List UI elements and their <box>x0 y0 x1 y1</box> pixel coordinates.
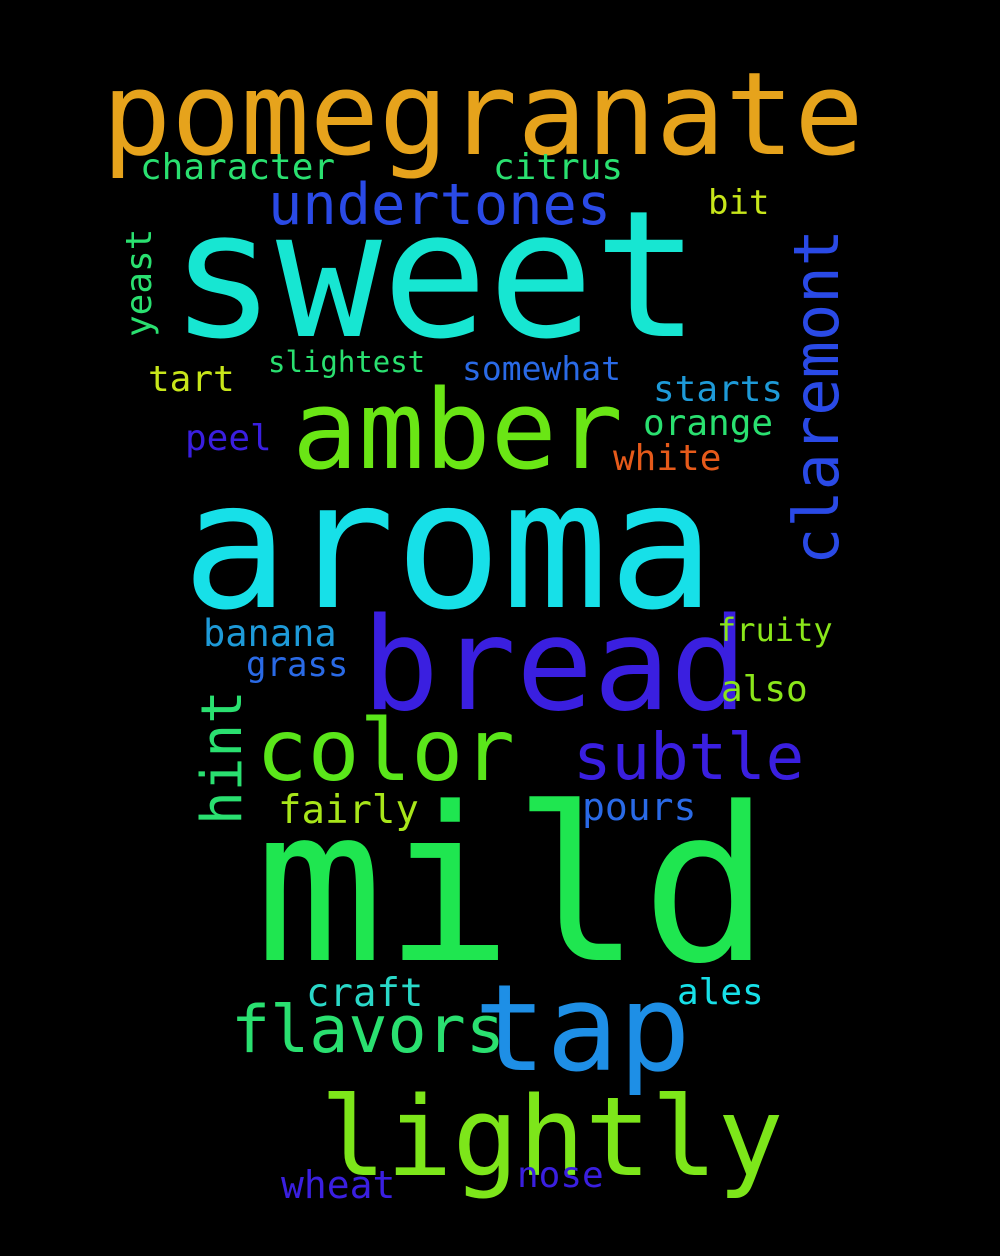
word-nose: nose <box>517 1155 604 1196</box>
word-citrus: citrus <box>493 147 624 188</box>
word-aroma: aroma <box>182 443 715 649</box>
word-pours: pours <box>582 785 697 829</box>
word-claremont: claremont <box>780 229 853 565</box>
word-undertones: undertones <box>268 172 612 238</box>
word-bread: bread <box>362 591 748 740</box>
word-also: also <box>721 669 808 710</box>
word-slightest: slightest <box>268 345 426 379</box>
word-bit: bit <box>708 183 770 223</box>
word-peel: peel <box>185 418 272 459</box>
word-mild: mild <box>255 762 771 1011</box>
word-amber: amber <box>292 366 624 494</box>
word-banana: banana <box>203 612 337 655</box>
word-flavors: flavors <box>231 993 505 1068</box>
word-craft: craft <box>306 971 424 1016</box>
word-color: color <box>256 701 515 801</box>
word-tart: tart <box>148 359 235 400</box>
word-sweet: sweet <box>170 173 700 378</box>
word-ales: ales <box>677 972 764 1013</box>
word-wheat: wheat <box>281 1163 396 1207</box>
word-pomegranate: pomegranate <box>102 48 864 182</box>
word-fruity: fruity <box>717 611 833 649</box>
word-white: white <box>613 438 722 479</box>
word-hint: hint <box>190 690 255 825</box>
word-grass: grass <box>246 645 349 685</box>
word-lightly: lightly <box>320 1073 784 1201</box>
word-tap: tap <box>474 960 691 1099</box>
word-orange: orange <box>643 403 774 444</box>
word-character: character <box>140 147 336 188</box>
word-fairly: fairly <box>278 788 419 833</box>
word-starts: starts <box>653 369 784 410</box>
word-subtle: subtle <box>573 721 805 795</box>
word-yeast: yeast <box>119 228 160 337</box>
word-somewhat: somewhat <box>462 349 621 388</box>
